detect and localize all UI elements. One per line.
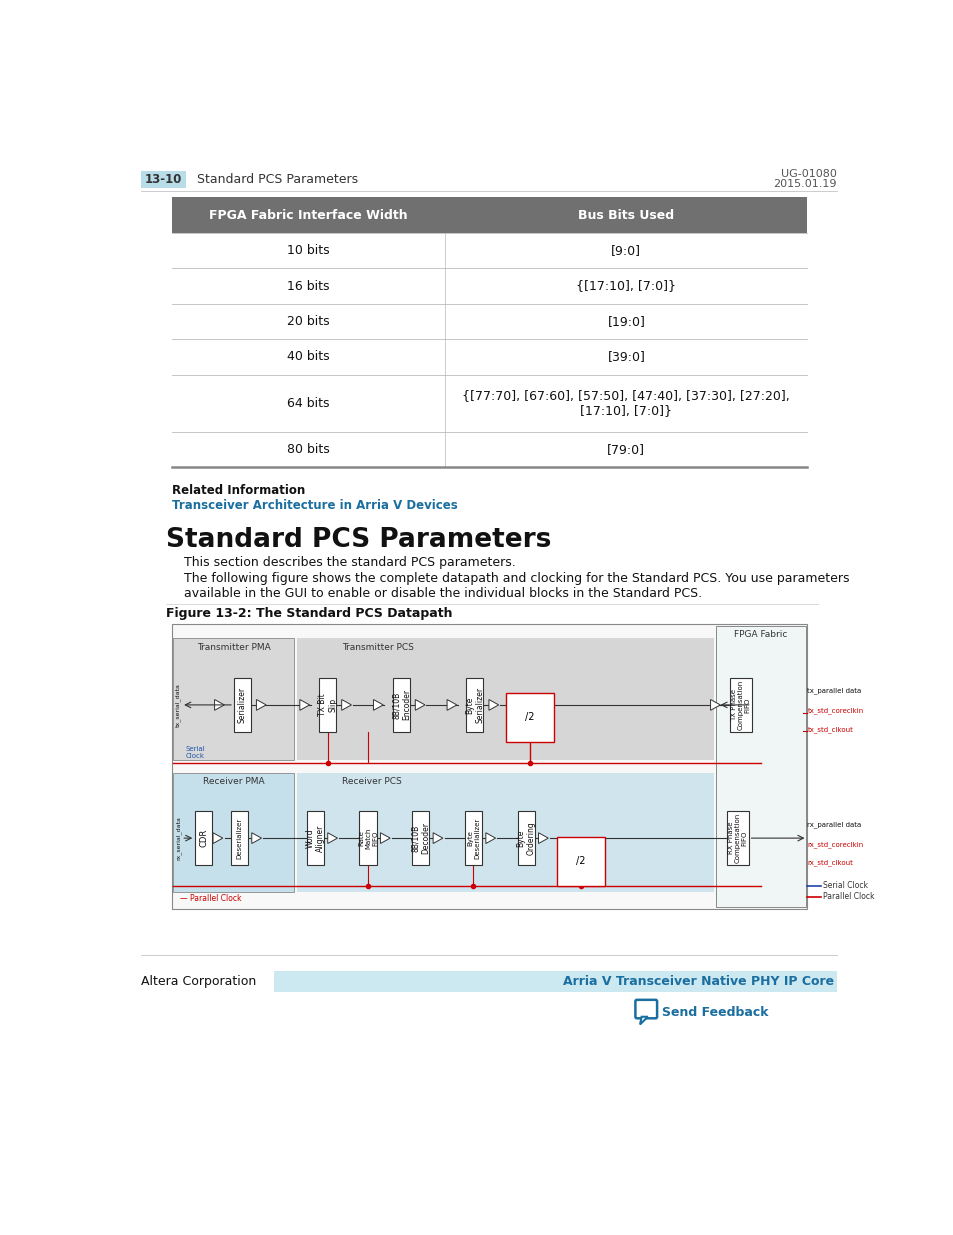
FancyBboxPatch shape bbox=[307, 811, 323, 864]
Text: 13-10: 13-10 bbox=[145, 173, 182, 186]
FancyBboxPatch shape bbox=[466, 678, 483, 732]
Polygon shape bbox=[415, 699, 425, 710]
Text: RX Phase
Compensation
FIFO: RX Phase Compensation FIFO bbox=[727, 813, 747, 863]
Text: — Parallel Clock: — Parallel Clock bbox=[179, 894, 241, 903]
Text: Receiver PMA: Receiver PMA bbox=[203, 777, 265, 787]
Text: Serial Clock: Serial Clock bbox=[822, 882, 867, 890]
Polygon shape bbox=[328, 832, 337, 844]
Text: Altera Corporation: Altera Corporation bbox=[141, 974, 256, 988]
Text: Standard PCS Parameters: Standard PCS Parameters bbox=[166, 527, 551, 553]
Text: Byte
Ordering: Byte Ordering bbox=[516, 821, 536, 855]
FancyBboxPatch shape bbox=[173, 773, 294, 892]
Text: Deserializer: Deserializer bbox=[236, 818, 242, 858]
Polygon shape bbox=[433, 832, 442, 844]
Text: Arria V Transceiver Native PHY IP Core: Arria V Transceiver Native PHY IP Core bbox=[562, 974, 833, 988]
Polygon shape bbox=[252, 832, 261, 844]
Polygon shape bbox=[488, 699, 498, 710]
Polygon shape bbox=[639, 1016, 647, 1025]
FancyBboxPatch shape bbox=[517, 811, 534, 864]
FancyBboxPatch shape bbox=[635, 1000, 657, 1019]
Text: 80 bits: 80 bits bbox=[287, 443, 330, 456]
FancyBboxPatch shape bbox=[173, 638, 294, 761]
Text: Byte
Serializer: Byte Serializer bbox=[465, 687, 484, 722]
FancyBboxPatch shape bbox=[297, 638, 714, 761]
Text: /2: /2 bbox=[576, 856, 585, 866]
Text: Serializer: Serializer bbox=[237, 687, 247, 722]
Text: [39:0]: [39:0] bbox=[607, 351, 644, 363]
Text: Figure 13-2: The Standard PCS Datapath: Figure 13-2: The Standard PCS Datapath bbox=[166, 608, 452, 620]
Text: Send Feedback: Send Feedback bbox=[661, 1005, 767, 1019]
Text: TX Phase
Compensation
FIFO: TX Phase Compensation FIFO bbox=[730, 679, 750, 730]
Text: 64 bits: 64 bits bbox=[287, 396, 330, 410]
Text: Related Information: Related Information bbox=[172, 484, 305, 496]
FancyBboxPatch shape bbox=[195, 811, 212, 864]
Text: {[17:10], [7:0]}: {[17:10], [7:0]} bbox=[576, 279, 676, 293]
Text: tx_parallel data: tx_parallel data bbox=[806, 688, 861, 694]
Text: Parallel Clock: Parallel Clock bbox=[822, 892, 874, 902]
Text: FPGA Fabric: FPGA Fabric bbox=[734, 630, 787, 640]
Text: Word
Aligner: Word Aligner bbox=[305, 825, 325, 852]
Text: tx_std_coreclkin: tx_std_coreclkin bbox=[806, 708, 862, 714]
Text: 8B/10B
Decoder: 8B/10B Decoder bbox=[411, 823, 430, 855]
Text: {[77:70], [67:60], [57:50], [47:40], [37:30], [27:20],
[17:10], [7:0]}: {[77:70], [67:60], [57:50], [47:40], [37… bbox=[462, 389, 789, 417]
Text: Bus Bits Used: Bus Bits Used bbox=[578, 209, 674, 222]
FancyBboxPatch shape bbox=[393, 678, 410, 732]
Text: This section describes the standard PCS parameters.: This section describes the standard PCS … bbox=[184, 556, 516, 569]
FancyBboxPatch shape bbox=[172, 624, 806, 909]
Text: TX Bit
Slip: TX Bit Slip bbox=[317, 694, 337, 716]
Text: Transmitter PMA: Transmitter PMA bbox=[197, 642, 271, 652]
Text: 40 bits: 40 bits bbox=[287, 351, 330, 363]
FancyBboxPatch shape bbox=[726, 811, 748, 864]
Polygon shape bbox=[710, 699, 720, 710]
Text: tx_serial_data: tx_serial_data bbox=[175, 683, 181, 727]
FancyBboxPatch shape bbox=[233, 678, 251, 732]
FancyBboxPatch shape bbox=[231, 811, 248, 864]
Text: Receiver PCS: Receiver PCS bbox=[342, 777, 402, 787]
Polygon shape bbox=[213, 832, 223, 844]
FancyBboxPatch shape bbox=[172, 198, 806, 233]
Text: rx_parallel data: rx_parallel data bbox=[806, 821, 861, 827]
Text: CDR: CDR bbox=[199, 829, 208, 847]
Text: 20 bits: 20 bits bbox=[287, 315, 330, 329]
Polygon shape bbox=[380, 832, 390, 844]
FancyBboxPatch shape bbox=[716, 626, 805, 908]
Text: [79:0]: [79:0] bbox=[607, 443, 644, 456]
Polygon shape bbox=[341, 699, 351, 710]
Polygon shape bbox=[256, 699, 266, 710]
FancyBboxPatch shape bbox=[729, 678, 751, 732]
FancyBboxPatch shape bbox=[464, 811, 481, 864]
Text: Standard PCS Parameters: Standard PCS Parameters bbox=[196, 173, 357, 186]
FancyBboxPatch shape bbox=[274, 971, 836, 992]
Text: Serial
Clock: Serial Clock bbox=[185, 746, 205, 758]
FancyBboxPatch shape bbox=[412, 811, 429, 864]
Text: Transceiver Architecture in Arria V Devices: Transceiver Architecture in Arria V Devi… bbox=[172, 499, 457, 513]
Polygon shape bbox=[447, 699, 456, 710]
Text: FPGA Fabric Interface Width: FPGA Fabric Interface Width bbox=[209, 209, 408, 222]
Text: [19:0]: [19:0] bbox=[607, 315, 644, 329]
Polygon shape bbox=[373, 699, 383, 710]
Text: 8B/10B
Encoder: 8B/10B Encoder bbox=[392, 689, 411, 720]
FancyBboxPatch shape bbox=[141, 172, 186, 188]
Text: rx_std_clkout: rx_std_clkout bbox=[806, 860, 852, 866]
Text: tx_std_clkout: tx_std_clkout bbox=[806, 726, 852, 732]
Text: 16 bits: 16 bits bbox=[287, 279, 330, 293]
Text: Rate
Match
FIFO: Rate Match FIFO bbox=[357, 827, 377, 848]
Text: The following figure shows the complete datapath and clocking for the Standard P: The following figure shows the complete … bbox=[184, 572, 849, 600]
FancyBboxPatch shape bbox=[319, 678, 335, 732]
FancyBboxPatch shape bbox=[297, 773, 714, 892]
Text: 10 bits: 10 bits bbox=[287, 245, 330, 257]
Polygon shape bbox=[537, 832, 548, 844]
Polygon shape bbox=[214, 699, 224, 710]
Text: rx_std_coreclkin: rx_std_coreclkin bbox=[806, 841, 862, 847]
Text: [9:0]: [9:0] bbox=[611, 245, 640, 257]
Text: Byte
Deserializer: Byte Deserializer bbox=[466, 818, 479, 858]
Text: rx_serial_data: rx_serial_data bbox=[175, 816, 181, 860]
Text: Transmitter PCS: Transmitter PCS bbox=[342, 642, 414, 652]
Polygon shape bbox=[485, 832, 495, 844]
FancyBboxPatch shape bbox=[359, 811, 376, 864]
Text: /2: /2 bbox=[525, 713, 535, 722]
Text: 2015.01.19: 2015.01.19 bbox=[773, 179, 836, 189]
Polygon shape bbox=[299, 699, 310, 710]
Text: UG-01080: UG-01080 bbox=[781, 169, 836, 179]
